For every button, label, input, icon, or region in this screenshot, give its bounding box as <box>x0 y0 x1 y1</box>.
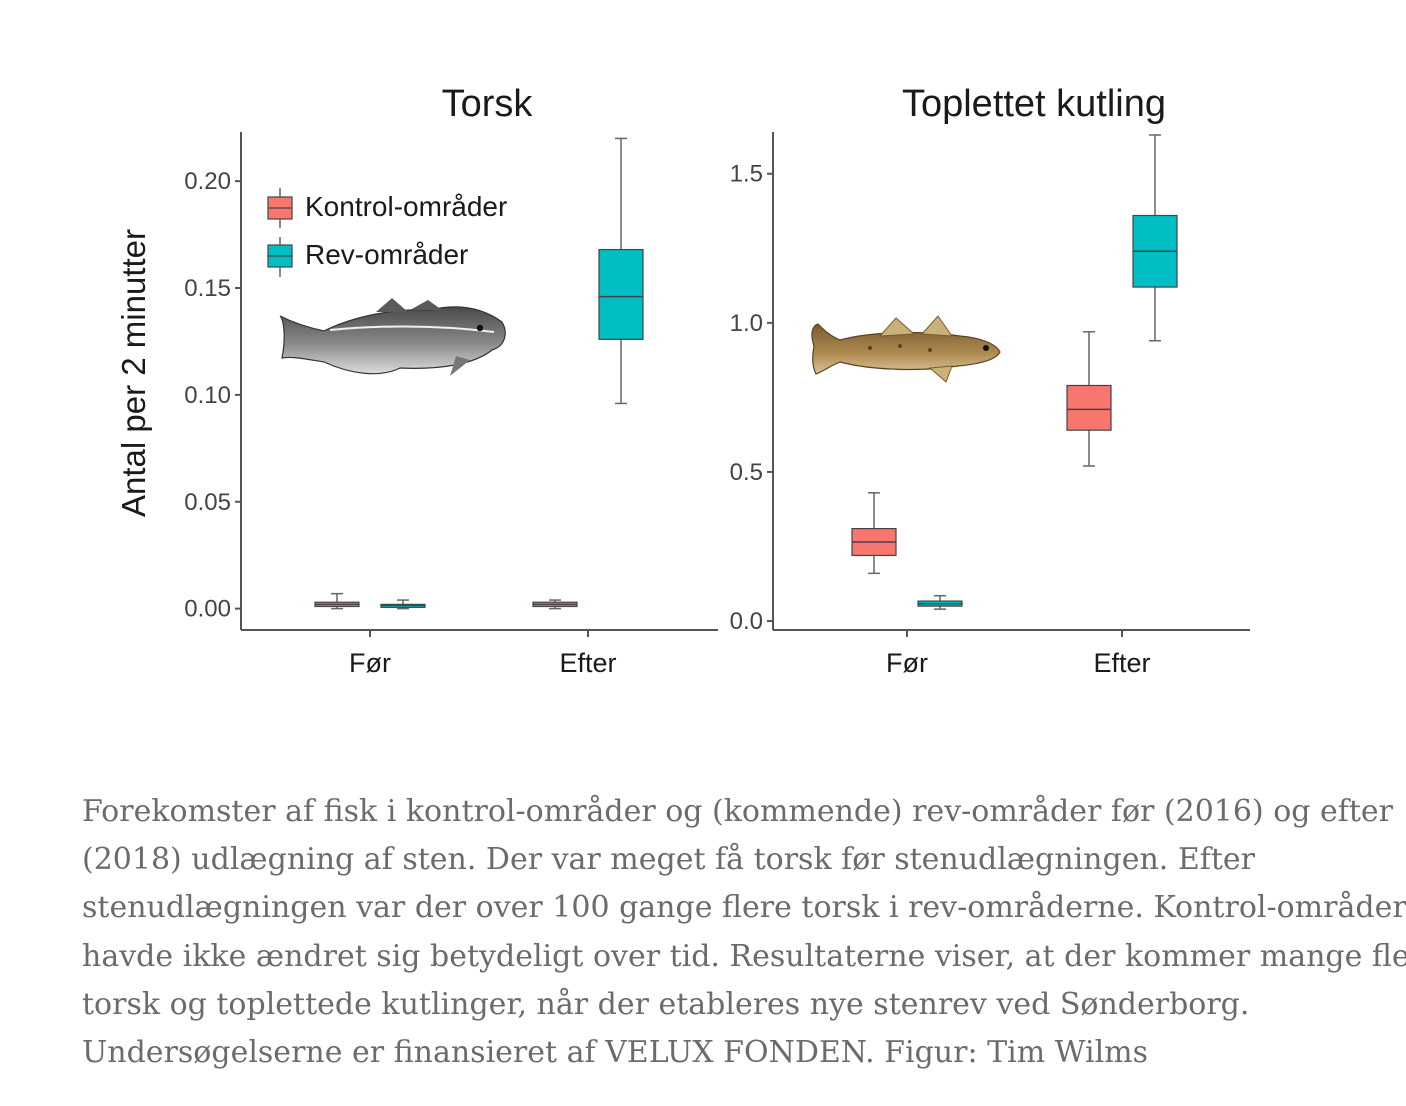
y-axis-label: Antal per 2 minutter <box>115 229 152 517</box>
cod-fish-icon <box>279 298 506 376</box>
box-body <box>1066 384 1112 431</box>
y-tick-label: 0.5 <box>730 459 763 486</box>
caption-line: stenudlægningen var der over 100 gange f… <box>82 890 1406 926</box>
y-tick-label: 0.15 <box>184 275 231 302</box>
y-tick-label: 0.05 <box>184 489 231 516</box>
boxes <box>314 137 644 610</box>
y-tick-label: 0.0 <box>730 608 763 635</box>
panel-torsk: Torsk Antal per 2 minutter 0.000.050.100… <box>115 83 718 678</box>
caption-line: Forekomster af fisk i kontrol-områder og… <box>82 794 1394 829</box>
y-tick-label: 1.0 <box>730 310 763 337</box>
figure-caption: Forekomster af fisk i kontrol-områder og… <box>82 788 1406 1077</box>
box-rev-efter <box>598 137 644 405</box>
caption-line: Undersøgelserne er finansieret af VELUX … <box>82 1035 1149 1071</box>
y-ticks: 0.0 0.5 1.0 1.5 <box>730 161 773 635</box>
box-kontrol-foer <box>851 492 897 575</box>
caption-line: torsk og toplettede kutlinger, når der e… <box>82 986 1250 1022</box>
box-rev-foer <box>380 599 426 610</box>
legend-label-rev: Rev-områder <box>305 239 468 270</box>
x-tick-label: Før <box>886 648 928 678</box>
panel-title: Toplettet kutling <box>902 83 1166 125</box>
y-tick-label: 1.5 <box>730 161 763 188</box>
figure: Torsk Antal per 2 minutter 0.00 0.05 0.10 0… <box>115 83 1250 678</box>
box-kontrol-foer <box>314 592 360 610</box>
y-tick-label: 0.20 <box>184 168 231 195</box>
legend: Kontrol-områder Rev-områder <box>267 188 507 277</box>
legend-entry-rev: Rev-områder <box>267 237 468 277</box>
panel-title: Torsk <box>442 83 534 125</box>
caption-line: havde ikke ændret sig betydeligt over ti… <box>82 938 1406 974</box>
x-tick-label: Efter <box>1093 648 1150 678</box>
y-tick-label: 0.00 <box>184 596 231 623</box>
legend-label-kontrol: Kontrol-områder <box>305 191 507 222</box>
x-ticks: Før Efter <box>886 630 1151 678</box>
panel-toplettet-kutling: Toplettet kutling 0.0 0.5 1.0 1.5 Før Efter <box>730 83 1250 678</box>
legend-entry-kontrol: Kontrol-områder <box>267 188 507 228</box>
x-ticks: Før Efter <box>349 630 617 678</box>
box-kontrol-efter <box>532 599 578 610</box>
caption-line: (2018) udlægning af sten. Der var meget … <box>82 842 1255 878</box>
box-rev-foer <box>917 594 963 610</box>
y-ticks: 0.00 0.05 0.10 0.15 0.20 <box>184 168 241 623</box>
y-tick-label: 0.10 <box>184 382 231 409</box>
boxplot-figure: Torsk Antal per 2 minutter 0.000.050.100… <box>115 83 1250 678</box>
x-tick-label: Efter <box>559 648 616 678</box>
x-tick-label: Før <box>349 648 391 678</box>
goby-fish-icon <box>811 315 1001 383</box>
box-body <box>598 248 644 340</box>
box-kontrol-efter <box>1066 331 1112 467</box>
box-rev-efter <box>1132 134 1178 342</box>
boxes <box>851 134 1178 610</box>
